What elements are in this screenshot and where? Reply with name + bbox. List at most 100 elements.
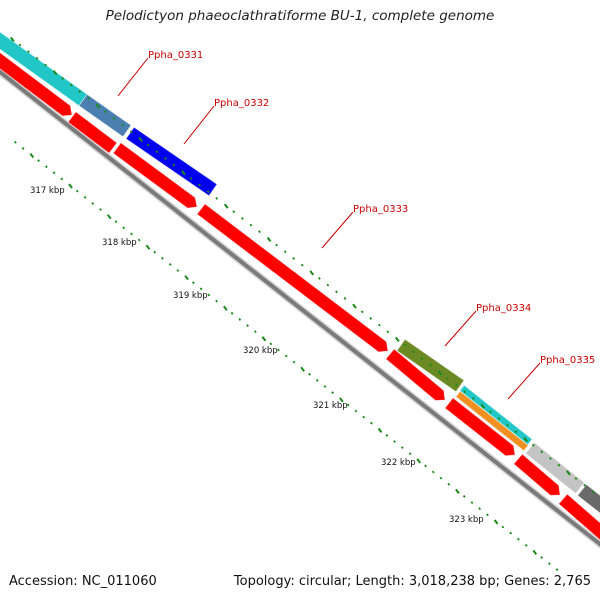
cds-segment-8[interactable] xyxy=(558,493,600,545)
outer-tick xyxy=(232,210,236,214)
gene-next-light[interactable] xyxy=(525,441,585,495)
outer-tick xyxy=(198,183,201,187)
outer-tick xyxy=(61,76,65,80)
kbp-label-320: 320 kbp xyxy=(243,346,278,356)
outer-tick xyxy=(335,290,338,294)
inner-tick xyxy=(114,220,118,224)
kbp-label-317: 317 kbp xyxy=(30,186,65,196)
outer-tick xyxy=(223,203,229,209)
outer-tick xyxy=(44,63,47,67)
leader-line-ppha-0331 xyxy=(117,57,149,97)
inner-tick xyxy=(207,293,211,297)
outer-tick xyxy=(420,357,424,360)
outer-tick xyxy=(531,443,535,447)
gene-label-ppha-0333[interactable]: Ppha_0333 xyxy=(353,204,408,215)
outer-tick xyxy=(506,423,509,427)
leader-line-ppha-0334 xyxy=(444,310,477,347)
outer-tick xyxy=(514,430,518,434)
inner-tick xyxy=(517,537,520,541)
outer-tick xyxy=(300,263,304,267)
outer-tick xyxy=(164,156,167,160)
inner-tick xyxy=(168,262,172,266)
inner-tick xyxy=(184,275,189,281)
outer-tick xyxy=(317,276,321,280)
inner-tick xyxy=(246,324,249,327)
inner-tick xyxy=(455,488,460,494)
inner-tick xyxy=(60,177,64,181)
inner-tick xyxy=(153,250,157,254)
outer-tick xyxy=(69,83,73,87)
inner-scale-ticks xyxy=(14,140,559,572)
inner-tick xyxy=(315,378,319,382)
inner-tick xyxy=(45,165,48,169)
cds-segment-4[interactable] xyxy=(196,203,389,353)
gene-next-dark[interactable] xyxy=(577,483,600,517)
inner-tick xyxy=(308,372,311,376)
map-title: Pelodictyon phaeoclathratiforme BU-1, co… xyxy=(105,8,495,24)
inner-tick xyxy=(346,403,350,407)
outer-tick xyxy=(583,483,586,487)
outer-tick xyxy=(18,43,22,47)
inner-tick xyxy=(501,525,505,529)
inner-tick xyxy=(106,214,112,220)
gene-label-ppha-0335[interactable]: Ppha_0335 xyxy=(540,355,595,366)
outer-tick xyxy=(540,450,544,454)
inner-tick xyxy=(532,549,538,556)
inner-tick xyxy=(540,556,544,559)
inner-tick xyxy=(176,269,180,272)
cds-segment-6[interactable] xyxy=(444,397,516,457)
inner-tick xyxy=(555,568,559,572)
outer-tick xyxy=(283,250,287,254)
leader-line-ppha-0333 xyxy=(321,211,354,249)
cds-segment-7[interactable] xyxy=(513,453,561,496)
inner-tick xyxy=(400,446,404,450)
inner-tick xyxy=(29,152,35,159)
inner-tick xyxy=(385,433,389,437)
leader-line-ppha-0332 xyxy=(183,105,215,145)
outer-tick xyxy=(249,223,253,227)
outer-tick xyxy=(129,130,133,134)
outer-tick xyxy=(557,463,561,467)
cds-segment-1[interactable] xyxy=(0,52,73,117)
gene-label-ppha-0331[interactable]: Ppha_0331 xyxy=(148,50,203,61)
outer-tick xyxy=(10,36,15,42)
cds-segment-2[interactable] xyxy=(67,111,118,154)
cds-segment-3[interactable] xyxy=(112,142,198,209)
outer-tick xyxy=(241,216,244,220)
inner-tick xyxy=(362,415,366,419)
inner-tick xyxy=(52,171,56,175)
inner-tick xyxy=(524,543,528,547)
gene-label-ppha-0334[interactable]: Ppha_0334 xyxy=(476,303,531,314)
inner-tick xyxy=(122,226,126,230)
leader-line-ppha-0335 xyxy=(507,362,541,400)
inner-tick xyxy=(447,482,451,486)
outer-tick xyxy=(172,163,176,167)
outer-tick xyxy=(112,116,116,120)
inner-tick xyxy=(161,256,164,260)
gene-ppha-0331-part[interactable] xyxy=(78,93,132,138)
gene-label-ppha-0332[interactable]: Ppha_0332 xyxy=(214,98,269,109)
inner-tick xyxy=(408,452,412,456)
cds-segment-5[interactable] xyxy=(385,348,446,401)
outer-tick xyxy=(360,310,364,314)
outer-tick xyxy=(138,136,143,143)
outer-tick xyxy=(95,103,101,109)
inner-tick xyxy=(478,507,482,511)
outer-tick xyxy=(394,336,400,343)
gene-ppha-0335-inner[interactable] xyxy=(455,390,529,452)
outer-tick xyxy=(343,296,347,300)
outer-tick xyxy=(258,230,261,234)
outer-tick xyxy=(480,403,486,409)
inner-tick xyxy=(509,531,513,535)
outer-tick xyxy=(215,196,219,200)
inner-tick xyxy=(83,195,87,199)
outer-tick xyxy=(266,236,272,243)
inner-tick xyxy=(238,317,242,321)
kbp-label-322: 322 kbp xyxy=(381,458,416,468)
accession-text: Accession: NC_011060 xyxy=(9,574,157,589)
outer-tick xyxy=(275,243,278,247)
outer-tick xyxy=(326,283,330,287)
outer-tick xyxy=(403,343,407,347)
